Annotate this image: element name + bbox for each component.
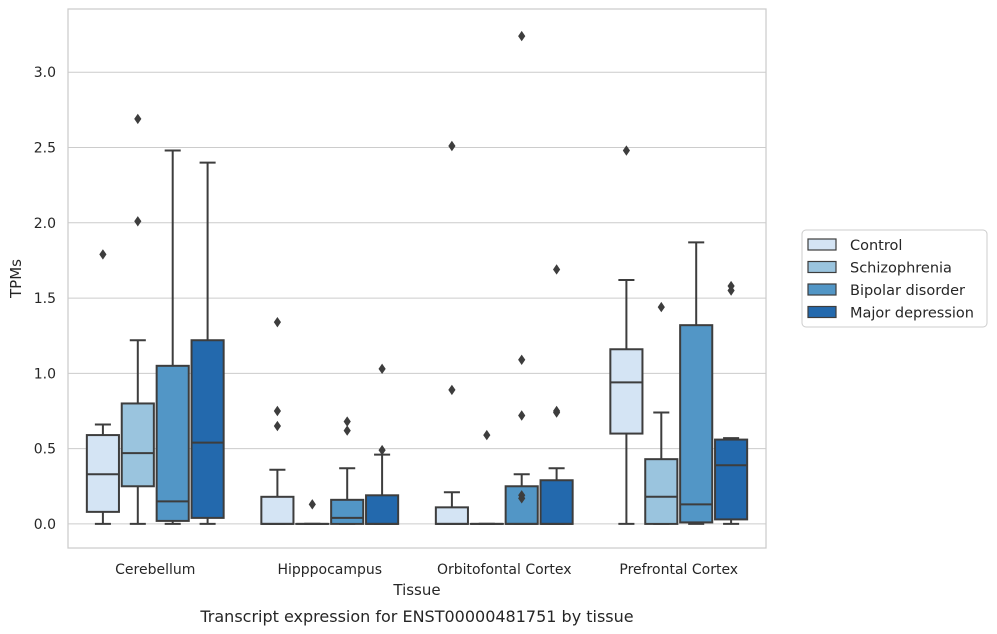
outlier-point (134, 113, 142, 125)
box-schizophrenia (295, 499, 330, 525)
outlier-point (448, 384, 456, 396)
x-tick-label: Prefrontal Cortex (619, 562, 738, 578)
box-iqr (365, 494, 400, 525)
outlier-point (99, 249, 107, 260)
outlier-point (378, 444, 386, 456)
outlier-point (518, 30, 526, 42)
x-axis-ticks: Cerebellum Hipppocampus Orbitofontal Corte… (115, 562, 738, 578)
box-schizophrenia (469, 429, 504, 525)
y-tick-label: 0.0 (34, 517, 56, 533)
box-bipolar-disorder (330, 416, 365, 525)
x-tick-label: Hipppocampus (277, 562, 382, 578)
legend-label: Control (850, 238, 902, 254)
y-axis-ticks: 0.0 0.5 1.0 1.5 2.0 2.5 3.0 (34, 65, 56, 533)
outlier-point (343, 416, 351, 427)
box-plot-series (85, 30, 749, 525)
box-iqr (679, 324, 714, 524)
box-iqr (539, 479, 574, 525)
x-axis-label: Tissue (392, 581, 440, 599)
category-group (260, 316, 400, 525)
outlier-point (134, 216, 142, 227)
outlier-point (518, 410, 526, 421)
box-major-depression (539, 264, 574, 525)
category-group (434, 30, 574, 525)
outlier-point (622, 145, 630, 156)
box-iqr (434, 506, 469, 525)
box-control (85, 249, 120, 525)
y-tick-label: 2.0 (34, 216, 56, 232)
plot-frame (67, 8, 767, 549)
outlier-point (553, 264, 561, 275)
legend-label: Bipolar disorder (850, 283, 965, 299)
box-major-depression (714, 280, 749, 525)
x-tick-label: Orbitofontal Cortex (437, 562, 572, 578)
y-tick-label: 0.5 (34, 442, 56, 458)
box-bipolar-disorder (155, 149, 190, 525)
box-iqr (260, 495, 295, 525)
box-iqr (714, 438, 749, 521)
outlier-point (657, 301, 665, 313)
box-iqr (155, 364, 190, 522)
outlier-point (553, 407, 561, 418)
outlier-point (343, 425, 351, 436)
outlier-point (273, 316, 281, 328)
box-iqr (120, 402, 155, 488)
box-schizophrenia (120, 113, 155, 525)
box-bipolar-disorder (504, 30, 539, 525)
outlier-point (518, 493, 526, 504)
chart-caption: Transcript expression for ENST0000048175… (199, 607, 633, 626)
legend-swatch (807, 238, 837, 251)
box-schizophrenia (644, 301, 679, 525)
legend-item: Bipolar disorder (807, 283, 965, 299)
legend-swatch (807, 305, 837, 319)
box-control (434, 140, 469, 525)
y-tick-label: 2.5 (34, 141, 56, 157)
legend-swatch (807, 260, 837, 274)
category-group (609, 145, 749, 525)
legend-item: Control (807, 238, 902, 254)
box-major-depression (365, 363, 400, 525)
x-tick-label: Cerebellum (115, 562, 195, 578)
outlier-point (308, 499, 316, 510)
box-iqr (644, 458, 679, 525)
box-iqr (190, 339, 225, 519)
outlier-point (727, 285, 735, 296)
legend-swatch (807, 283, 837, 296)
box-control (260, 316, 295, 525)
box-control (609, 145, 644, 525)
legend-item: Schizophrenia (807, 260, 952, 277)
legend-label: Schizophrenia (850, 261, 952, 277)
box-bipolar-disorder (679, 241, 714, 525)
category-group (85, 113, 225, 525)
legend-frame (801, 229, 988, 328)
box-iqr (330, 498, 365, 525)
legend-item: Major depression (807, 305, 974, 322)
y-tick-label: 1.5 (34, 291, 56, 307)
outlier-point (518, 354, 526, 366)
y-tick-label: 3.0 (34, 65, 56, 81)
legend-label: Major depression (850, 306, 974, 322)
legend: Control Schizophrenia Bipolar disorder Majo… (801, 229, 988, 328)
outlier-point (273, 420, 281, 432)
outlier-point (483, 429, 491, 441)
y-tick-label: 1.0 (34, 366, 56, 382)
box-iqr (609, 348, 644, 435)
outlier-point (378, 363, 386, 375)
box-major-depression (190, 161, 225, 525)
outlier-point (273, 405, 281, 417)
outlier-point (448, 140, 456, 152)
y-axis-label: TPMs (7, 259, 25, 299)
